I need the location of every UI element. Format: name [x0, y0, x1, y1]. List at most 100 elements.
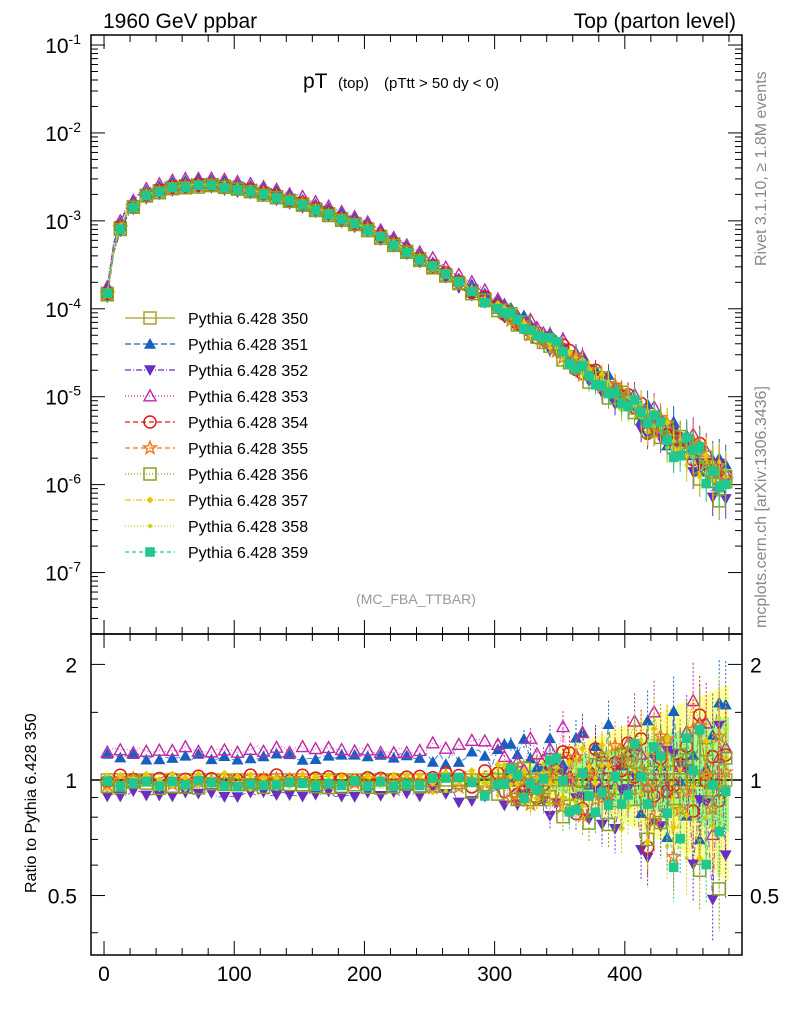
ratio-y-axis-label: Ratio to Pythia 6.428 350 [23, 713, 40, 893]
plot-title: pT (top) (pTtt > 50 dy < 0) [303, 70, 499, 93]
ratio-data-point [635, 845, 648, 856]
ratio-data-point [166, 752, 179, 763]
y-tick-label: 10-3 [45, 207, 81, 234]
ratio-data-point [193, 775, 204, 786]
ratio-data-point [671, 794, 676, 800]
x-tick-label: 200 [347, 963, 382, 986]
ratio-data-point [666, 791, 681, 806]
ratio-data-point [619, 826, 624, 831]
ratio-data-point [556, 745, 570, 759]
ratio-data-point [416, 771, 424, 779]
ratio-data-point [717, 716, 722, 721]
ratio-data-point [233, 772, 242, 780]
legend-entry: Pythia 6.428 355 [125, 439, 308, 458]
ratio-data-point [525, 778, 536, 789]
ratio-data-point [712, 882, 726, 896]
x-tick-label: 0 [98, 963, 110, 986]
data-point [707, 466, 718, 476]
ratio-data-point [702, 737, 710, 745]
ratio-data-point [334, 742, 349, 756]
ratio-data-point [713, 696, 726, 708]
ratio-data-point [321, 740, 336, 754]
series-line [106, 183, 727, 481]
ratio-data-point [308, 741, 323, 755]
ratio-data-point [401, 779, 412, 790]
legend-marker [145, 547, 155, 557]
ratio-data-point [386, 745, 401, 759]
legend-entry: Pythia 6.428 353 [125, 388, 308, 406]
ratio-data-point [272, 774, 281, 782]
ratio-data-point [675, 833, 685, 844]
legend-label: Pythia 6.428 359 [188, 545, 308, 562]
ratio-data-point [704, 799, 721, 816]
data-point [720, 479, 731, 490]
ratio-data-point [577, 768, 588, 778]
ratio-data-point [706, 894, 719, 906]
ratio-data-point [142, 770, 150, 778]
ratio-data-point [310, 781, 321, 792]
legend-label: Pythia 6.428 352 [188, 363, 308, 380]
data-point [467, 286, 477, 297]
ratio-data-point [101, 747, 114, 759]
ratio-data-point [678, 768, 683, 773]
legend-label: Pythia 6.428 357 [188, 493, 308, 510]
ratio-data-point [685, 693, 701, 707]
data-point [701, 478, 711, 489]
ratio-data-point [295, 739, 310, 753]
data-point [590, 379, 601, 390]
ratio-data-point [601, 817, 616, 832]
ratio-data-point [232, 781, 243, 792]
data-point [401, 247, 412, 258]
data-point [623, 401, 633, 412]
ratio-data-point [478, 764, 492, 778]
series-line [106, 177, 726, 485]
data-point [271, 193, 282, 203]
main-plot-panel: 10-7 10-6 10-5 10-4 10-3 10-2 10-1 [45, 31, 743, 635]
ratio-data-point [558, 776, 568, 786]
ratio-data-point [543, 732, 556, 744]
legend-entry: Pythia 6.428 351 [125, 337, 308, 354]
data-point [512, 314, 523, 325]
data-point [141, 190, 152, 201]
legend: Pythia 6.428 350 Pythia 6.428 351 Pythia 6… [125, 311, 308, 562]
plot-title-main: pT [303, 70, 328, 93]
ratio-data-point [602, 718, 615, 729]
legend-label: Pythia 6.428 354 [188, 415, 308, 432]
ratio-data-point [297, 778, 308, 789]
ratio-data-point [180, 780, 191, 790]
ratio-data-point [414, 780, 425, 791]
ratio-data-point [575, 725, 590, 739]
x-tick-label: 400 [607, 963, 642, 986]
ratio-data-point [508, 782, 513, 787]
ratio-data-point [438, 740, 453, 754]
data-point [662, 435, 672, 445]
ratio-data-point [127, 748, 140, 759]
ratio-data-point [688, 765, 698, 776]
ratio-series-line [107, 729, 727, 868]
ratio-data-point [560, 806, 566, 811]
ratio-data-point [373, 745, 388, 759]
ratio-data-point [477, 733, 493, 747]
ratio-data-point [532, 784, 542, 795]
ratio-data-point [220, 769, 229, 778]
data-point [616, 398, 627, 409]
ratio-y-tick-label: 2 [65, 654, 77, 677]
data-point [152, 185, 167, 200]
ratio-data-point [284, 777, 295, 787]
data-point [245, 186, 256, 197]
ratio-data-point [153, 753, 166, 765]
ratio-data-point [701, 859, 711, 870]
ratio-data-point [296, 791, 309, 803]
ratio-data-point [426, 755, 439, 767]
ratio-data-point [283, 790, 296, 802]
ratio-data-point [231, 792, 244, 804]
ratio-data-point [259, 774, 268, 782]
ratio-data-point [641, 714, 654, 726]
data-point [399, 245, 414, 260]
ratio-data-point [555, 719, 571, 733]
ratio-data-point [361, 750, 374, 762]
mcplots-label: mcplots.cern.ch [arXiv:1306.3436] [753, 386, 770, 628]
ratio-data-point [322, 749, 335, 761]
ratio-data-point [139, 743, 154, 757]
